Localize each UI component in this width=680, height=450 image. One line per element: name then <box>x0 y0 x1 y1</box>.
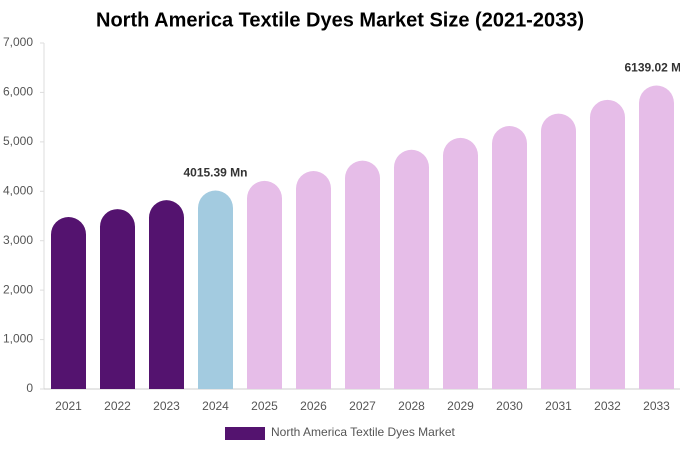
x-tick-label: 2027 <box>349 399 376 413</box>
x-tick-label: 2030 <box>496 399 523 413</box>
bar <box>345 160 380 389</box>
y-tick-label: 0 <box>26 381 33 395</box>
bar <box>541 113 576 389</box>
bar <box>198 190 233 389</box>
x-tick-label: 2029 <box>447 399 474 413</box>
x-tick-label: 2023 <box>153 399 180 413</box>
bar <box>394 149 429 389</box>
y-tick-label: 6,000 <box>3 85 33 99</box>
data-label: 6139.02 Mn <box>624 61 680 75</box>
y-tick-label: 7,000 <box>3 35 33 49</box>
bar <box>492 126 527 389</box>
x-tick-label: 2031 <box>545 399 572 413</box>
data-label: 4015.39 Mn <box>183 166 247 180</box>
y-tick-label: 2,000 <box>3 282 33 296</box>
bar <box>296 171 331 389</box>
y-tick-label: 1,000 <box>3 332 33 346</box>
y-tick-label: 5,000 <box>3 134 33 148</box>
y-tick-label: 4,000 <box>3 183 33 197</box>
bar <box>639 85 674 390</box>
bar <box>443 137 478 389</box>
bar <box>149 200 184 389</box>
x-tick-label: 2033 <box>643 399 670 413</box>
bar <box>51 216 86 389</box>
chart-title: North America Textile Dyes Market Size (… <box>96 9 584 31</box>
legend-swatch <box>225 427 265 440</box>
bar <box>100 209 135 389</box>
x-tick-label: 2024 <box>202 399 229 413</box>
x-tick-label: 2026 <box>300 399 327 413</box>
x-tick-label: 2032 <box>594 399 621 413</box>
x-tick-label: 2021 <box>55 399 82 413</box>
bar <box>247 180 282 389</box>
y-tick-label: 3,000 <box>3 233 33 247</box>
legend-label: North America Textile Dyes Market <box>271 425 456 439</box>
x-tick-label: 2028 <box>398 399 425 413</box>
x-tick-label: 2022 <box>104 399 131 413</box>
bar <box>590 99 625 389</box>
x-tick-label: 2025 <box>251 399 278 413</box>
